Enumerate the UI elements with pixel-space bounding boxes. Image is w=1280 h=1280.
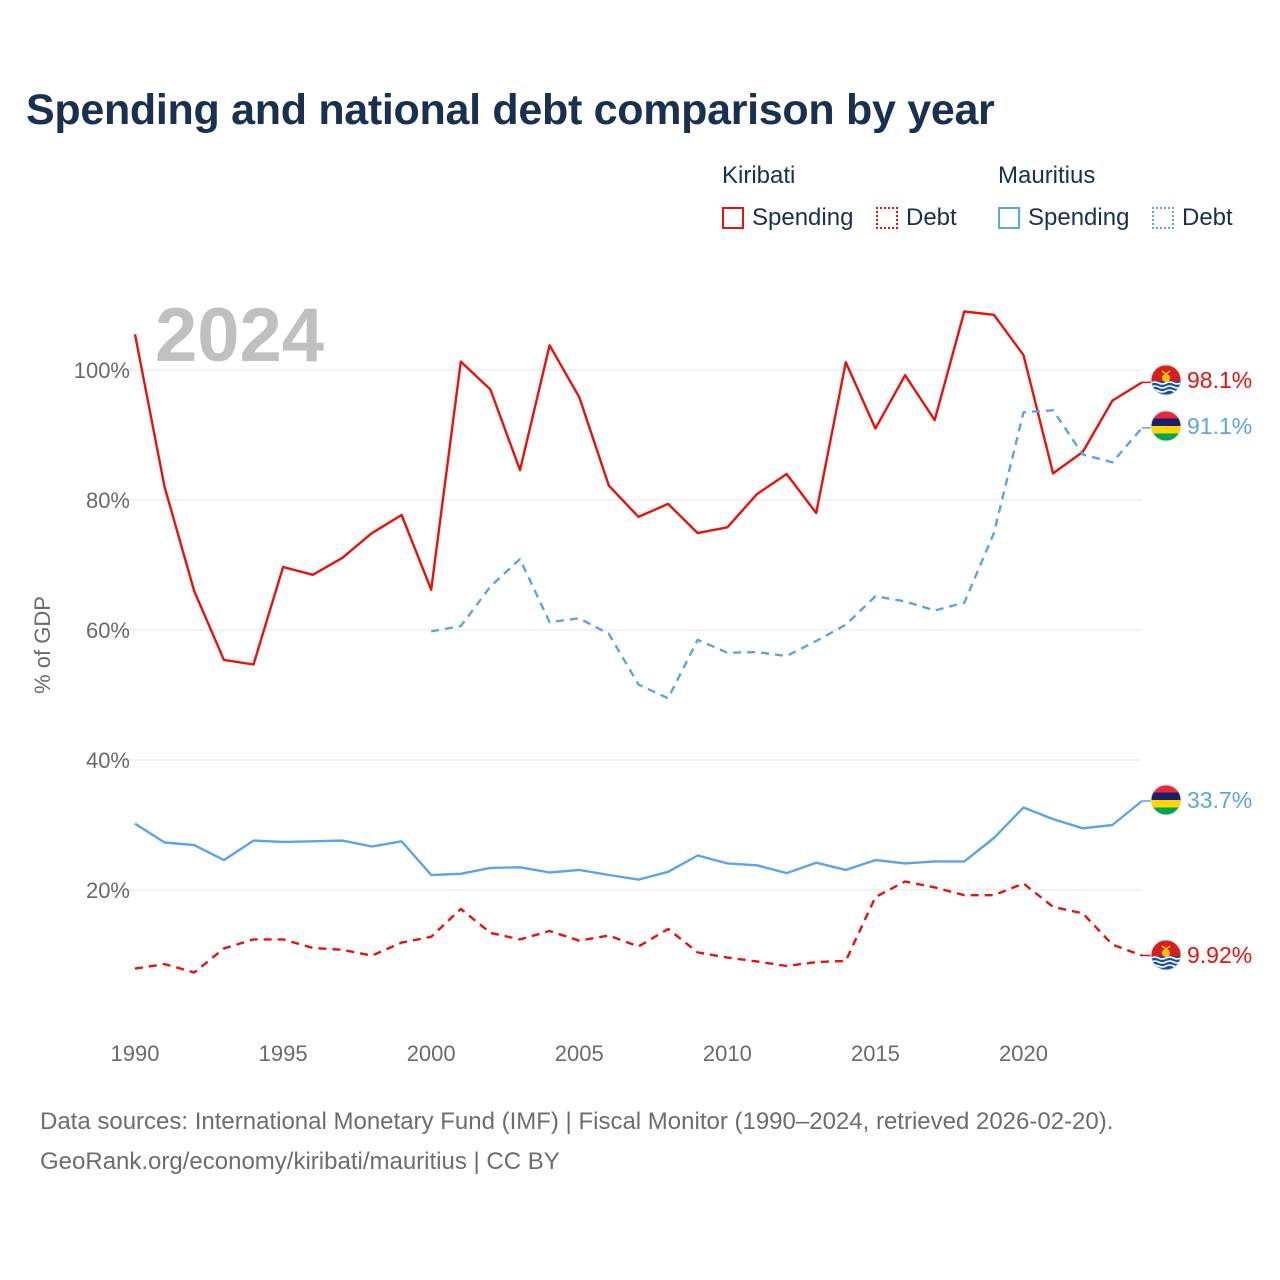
legend-label: Debt [1182, 204, 1233, 231]
flag-layer [1150, 364, 1182, 971]
x-tick-label-2005: 2005 [555, 1041, 604, 1066]
end-label-kiribati-spending: 98.1% [1187, 367, 1252, 393]
chart-title: Spending and national debt comparison by… [26, 86, 995, 134]
x-tick-labels: 1990 1995 2000 2005 2010 2015 2020 [111, 1041, 1048, 1066]
x-tick-label-2020: 2020 [999, 1041, 1048, 1066]
x-tick-label-2015: 2015 [851, 1041, 900, 1066]
x-tick-label-2010: 2010 [703, 1041, 752, 1066]
legend-mauritius-debt[interactable]: Debt [1152, 204, 1233, 232]
source-line-1: Data sources: International Monetary Fun… [40, 1108, 1114, 1135]
source-line-2[interactable]: GeoRank.org/economy/kiribati/mauritius |… [40, 1148, 560, 1175]
y-tick-label-100: 100% [74, 358, 130, 383]
legend-swatch-solid-red [722, 207, 744, 229]
end-label-mauritius-debt: 91.1% [1187, 413, 1252, 439]
x-tick-label-1995: 1995 [259, 1041, 308, 1066]
y-tick-label-80: 80% [86, 488, 130, 513]
y-axis-title: % of GDP [30, 596, 55, 694]
end-label-kiribati-debt: 9.92% [1187, 942, 1252, 968]
kiribati-flag-icon [1151, 940, 1181, 970]
legend-mauritius-spending[interactable]: Spending [998, 204, 1129, 232]
legend-swatch-solid-blue [998, 207, 1020, 229]
legend-swatch-dotted-red [876, 207, 898, 229]
legend-group-kiribati: Kiribati [722, 162, 796, 189]
year-watermark: 2024 [155, 293, 325, 378]
legend-kiribati-debt[interactable]: Debt [876, 204, 957, 232]
x-tick-label-1990: 1990 [111, 1041, 160, 1066]
legend-label: Debt [906, 204, 957, 231]
y-tick-label-60: 60% [86, 618, 130, 643]
y-tick-label-20: 20% [86, 878, 130, 903]
mauritius-flag-icon [1151, 785, 1181, 815]
legend-group-mauritius: Mauritius [998, 162, 1096, 189]
x-tick-label-2000: 2000 [407, 1041, 456, 1066]
series-line-kiribati-spending[interactable] [133, 310, 1143, 666]
end-labels: 98.1% 91.1% 33.7% 9.92% [1187, 367, 1252, 968]
y-tick-labels: 20% 40% 60% 80% 100% [74, 358, 130, 903]
series-line-mauritius-debt[interactable] [430, 409, 1143, 700]
series-line-kiribati-debt[interactable] [134, 880, 1143, 974]
grid-layer [122, 369, 1142, 891]
kiribati-flag-icon [1151, 365, 1181, 395]
mauritius-flag-icon [1151, 411, 1181, 441]
legend-label: Spending [752, 204, 854, 231]
legend-swatch-dotted-blue [1152, 207, 1174, 229]
series-line-mauritius-spending[interactable] [134, 800, 1143, 881]
legend-label: Spending [1028, 204, 1130, 231]
y-tick-label-40: 40% [86, 748, 130, 773]
end-label-mauritius-spending: 33.7% [1187, 787, 1252, 813]
legend-kiribati-spending[interactable]: Spending [722, 204, 853, 232]
series-layer [133, 310, 1152, 974]
